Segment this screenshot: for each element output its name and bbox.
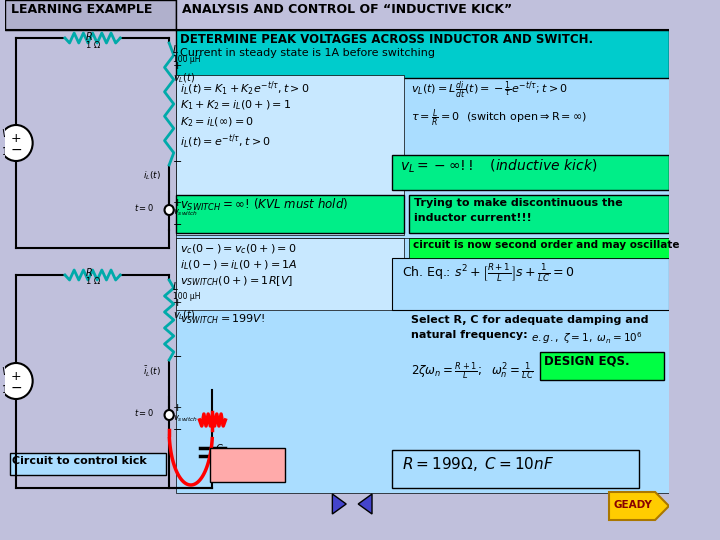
Text: $v_{SWITCH}(0+) = 1R[V]$: $v_{SWITCH}(0+) = 1R[V]$	[180, 274, 293, 288]
Text: Circuit to control kick: Circuit to control kick	[12, 456, 147, 466]
Bar	[392, 450, 639, 488]
Text: −: −	[10, 143, 22, 157]
Text: inductor current!!!: inductor current!!!	[413, 213, 531, 223]
Bar	[9, 453, 166, 475]
Text: −: −	[173, 425, 182, 435]
Text: LEARNING EXAMPLE: LEARNING EXAMPLE	[11, 3, 152, 16]
Text: +: +	[173, 403, 182, 413]
Text: $v_L(t)$: $v_L(t)$	[173, 308, 195, 322]
Text: +: +	[173, 61, 182, 71]
Text: $K_2 = i_L(\infty) = 0$: $K_2 = i_L(\infty) = 0$	[180, 115, 254, 129]
Text: $K_1 + K_2 = i_L(0+) = 1$: $K_1 + K_2 = i_L(0+) = 1$	[180, 98, 292, 112]
Text: natural frequency:: natural frequency:	[410, 330, 527, 340]
Text: −: −	[173, 220, 182, 230]
Bar	[540, 352, 665, 380]
Text: circuit is now second order and may oscillate: circuit is now second order and may osci…	[413, 240, 679, 250]
Text: −: −	[10, 381, 22, 395]
Circle shape	[0, 125, 32, 161]
Text: −: −	[173, 352, 182, 362]
Circle shape	[165, 205, 174, 215]
Text: $R=199\Omega,\ C=10nF$: $R=199\Omega,\ C=10nF$	[402, 455, 554, 473]
Text: $i_L(t) = K_1 + K_2e^{-t/\tau}, t > 0$: $i_L(t) = K_1 + K_2e^{-t/\tau}, t > 0$	[180, 80, 310, 98]
Text: snubber: snubber	[215, 451, 266, 461]
Bar	[176, 238, 405, 310]
Text: Trying to make discontinuous the: Trying to make discontinuous the	[413, 198, 622, 208]
Text: +: +	[173, 298, 182, 308]
Text: $v_L = -\infty!!\ \ \ \it{(inductive\ kick)}$: $v_L = -\infty!!\ \ \ \it{(inductive\ ki…	[400, 158, 597, 176]
Text: 100 μH: 100 μH	[173, 292, 200, 301]
Text: +: +	[11, 369, 22, 382]
Text: 1V: 1V	[1, 147, 14, 157]
Circle shape	[165, 410, 174, 420]
Text: $i_L(t)$: $i_L(t)$	[143, 170, 161, 183]
Text: $V_S$: $V_S$	[1, 127, 14, 141]
Polygon shape	[609, 492, 669, 520]
Text: $v_L(t)$: $v_L(t)$	[173, 71, 195, 85]
Text: +: +	[11, 132, 22, 145]
Text: ANALYSIS AND CONTROL OF “INDUCTIVE KICK”: ANALYSIS AND CONTROL OF “INDUCTIVE KICK”	[182, 3, 512, 16]
Text: GEADY: GEADY	[613, 500, 652, 510]
Bar	[210, 448, 285, 482]
Text: $v_{switch}$: $v_{switch}$	[173, 208, 198, 219]
Bar	[176, 75, 405, 235]
Polygon shape	[333, 494, 346, 514]
Text: DESIGN EQS.: DESIGN EQS.	[544, 355, 630, 368]
Bar	[409, 195, 669, 233]
Text: Current in steady state is 1A before switching: Current in steady state is 1A before swi…	[180, 48, 435, 58]
Text: R: R	[215, 416, 222, 426]
Text: $v_{SWITCH} = \infty!\,(KVL\ must\ hold)$: $v_{SWITCH} = \infty!\,(KVL\ must\ hold)…	[180, 197, 348, 213]
Bar	[176, 195, 405, 233]
Polygon shape	[358, 494, 372, 514]
Bar	[392, 258, 669, 310]
Text: $e.g.,\ \zeta=1,\ \omega_n=10^6$: $e.g.,\ \zeta=1,\ \omega_n=10^6$	[531, 330, 642, 346]
Text: $V_S$: $V_S$	[1, 365, 14, 379]
Bar	[176, 75, 669, 265]
Bar	[392, 155, 669, 190]
Bar	[5, 0, 176, 30]
Bar	[409, 238, 669, 258]
Bar	[176, 238, 669, 493]
Bar	[176, 30, 669, 78]
Text: $t=0$: $t=0$	[134, 202, 154, 213]
Text: 100 μH: 100 μH	[173, 55, 200, 64]
Text: DETERMINE PEAK VOLTAGES ACROSS INDUCTOR AND SWITCH.: DETERMINE PEAK VOLTAGES ACROSS INDUCTOR …	[180, 33, 593, 46]
Text: L: L	[173, 282, 179, 292]
Text: R: R	[86, 32, 93, 42]
Text: Ch. Eq.: $s^2+\left[\frac{R+1}{L}\right]s+\frac{1}{LC}=0$: Ch. Eq.: $s^2+\left[\frac{R+1}{L}\right]…	[402, 262, 574, 284]
Text: $v_c(0-) = v_c(0+) = 0$: $v_c(0-) = v_c(0+) = 0$	[180, 242, 297, 255]
Text: L: L	[173, 45, 179, 55]
Text: $\tau = \frac{L}{R} = 0\ \ \rm{(switch\ open}\Rightarrow R=\infty)$: $\tau = \frac{L}{R} = 0\ \ \rm{(switch\ …	[410, 108, 587, 130]
Bar	[176, 0, 669, 30]
Text: +: +	[173, 198, 182, 208]
Text: 1V: 1V	[1, 385, 14, 395]
Text: $v_L(t) = L\frac{di}{dt}(t) = -\frac{1}{\tau}e^{-t/\tau};t>0$: $v_L(t) = L\frac{di}{dt}(t) = -\frac{1}{…	[410, 80, 568, 102]
Text: 1 Ω: 1 Ω	[86, 277, 100, 286]
Circle shape	[0, 363, 32, 399]
Text: circuit: circuit	[215, 463, 255, 473]
Text: Select R, C for adequate damping and: Select R, C for adequate damping and	[410, 315, 648, 325]
Text: $i_L(0-) = i_L(0+) = 1A$: $i_L(0-) = i_L(0+) = 1A$	[180, 258, 298, 272]
Text: $2\zeta\omega_n = \frac{R+1}{L};\ \ \omega_n^2 = \frac{1}{LC}$: $2\zeta\omega_n = \frac{R+1}{L};\ \ \ome…	[410, 360, 534, 382]
Text: $\bar{i}_L(t)$: $\bar{i}_L(t)$	[143, 365, 161, 380]
Text: C: C	[215, 444, 222, 454]
Text: $t=0$: $t=0$	[134, 407, 154, 418]
Text: $i_L(t) = e^{-t/\tau}, t > 0$: $i_L(t) = e^{-t/\tau}, t > 0$	[180, 133, 271, 151]
Text: 1 Ω: 1 Ω	[86, 41, 100, 50]
Text: R: R	[86, 268, 93, 278]
Text: $v_{SWITCH} = 199V!$: $v_{SWITCH} = 199V!$	[180, 312, 265, 326]
Text: $v_{switch}$: $v_{switch}$	[173, 413, 198, 423]
Text: −: −	[173, 157, 182, 167]
